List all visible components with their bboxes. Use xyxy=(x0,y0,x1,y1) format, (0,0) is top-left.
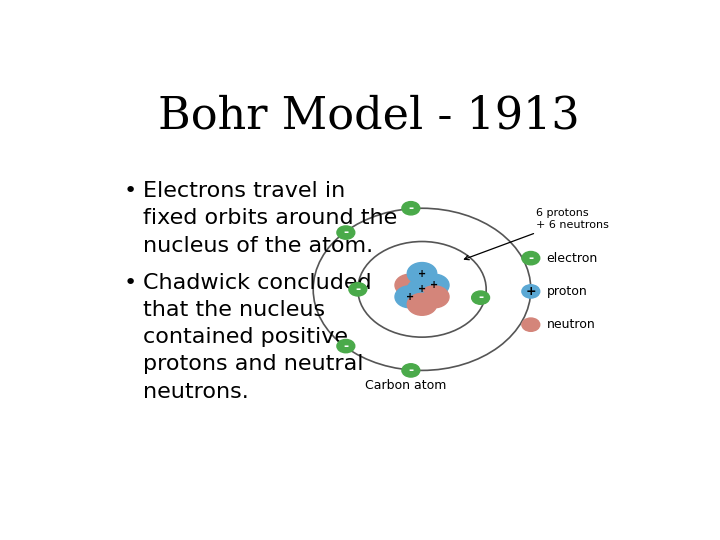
Circle shape xyxy=(472,291,490,305)
Text: electron: electron xyxy=(546,252,598,265)
Circle shape xyxy=(408,262,437,285)
Text: -: - xyxy=(408,364,413,377)
Circle shape xyxy=(402,364,420,377)
Text: +: + xyxy=(418,268,426,279)
Circle shape xyxy=(408,270,437,292)
Circle shape xyxy=(408,278,437,300)
Text: Chadwick concluded
that the nucleus
contained positive
protons and neutral
neutr: Chadwick concluded that the nucleus cont… xyxy=(143,273,372,402)
Text: -: - xyxy=(408,202,413,215)
Text: •: • xyxy=(124,181,137,201)
Text: -: - xyxy=(343,226,348,239)
Text: +: + xyxy=(418,285,426,294)
Circle shape xyxy=(395,286,425,308)
Circle shape xyxy=(408,293,437,315)
Text: 6 protons
+ 6 neutrons: 6 protons + 6 neutrons xyxy=(464,208,609,260)
Text: +: + xyxy=(431,280,438,290)
Circle shape xyxy=(522,318,540,332)
Circle shape xyxy=(420,286,449,308)
Circle shape xyxy=(337,226,355,239)
Text: +: + xyxy=(405,292,414,302)
Text: Bohr Model - 1913: Bohr Model - 1913 xyxy=(158,94,580,137)
Text: neutron: neutron xyxy=(546,318,595,331)
Text: -: - xyxy=(355,283,361,296)
Text: Carbon atom: Carbon atom xyxy=(364,379,446,392)
Text: proton: proton xyxy=(546,285,588,298)
Circle shape xyxy=(522,252,540,265)
Text: -: - xyxy=(478,291,483,304)
Circle shape xyxy=(395,274,425,296)
Circle shape xyxy=(337,340,355,353)
Circle shape xyxy=(349,282,366,296)
Text: -: - xyxy=(528,252,534,265)
Circle shape xyxy=(402,201,420,215)
Circle shape xyxy=(522,285,540,298)
Text: Electrons travel in
fixed orbits around the
nucleus of the atom.: Electrons travel in fixed orbits around … xyxy=(143,181,397,255)
Text: +: + xyxy=(526,285,536,298)
Text: -: - xyxy=(343,340,348,353)
Circle shape xyxy=(420,274,449,296)
Text: •: • xyxy=(124,273,137,293)
